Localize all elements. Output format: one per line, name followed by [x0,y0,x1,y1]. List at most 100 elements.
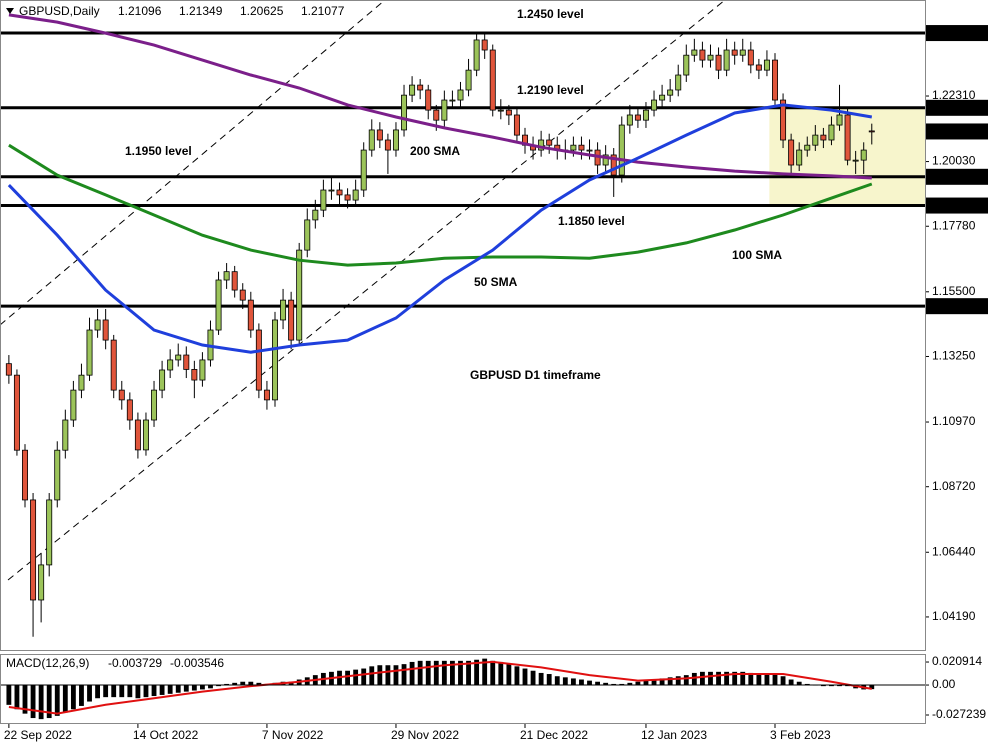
candle-body [38,564,45,601]
annotation: 1.2450 level [517,7,584,21]
candle-body [707,54,714,61]
plot: 1.245001.223101.219001.210771.200301.195… [0,4,988,742]
macd-bar [385,665,391,686]
macd-bar [869,685,875,690]
macd-bar [22,685,28,714]
candle-body [772,59,778,101]
candle-body [280,299,287,321]
candle-body [401,94,408,131]
macd-bar [208,685,213,689]
price-frame [0,0,926,651]
ohlc-value: 1.20625 [240,4,284,18]
candle-body [134,419,141,451]
y-tick-label: 1.21077 [932,124,976,138]
candle-body [780,99,787,141]
signal-value: -0.003546 [170,656,224,670]
macd-bar [119,685,125,698]
y-tick-label: -0.027239 [932,707,986,721]
candle-body [167,359,174,371]
macd-bar [562,677,568,686]
macd-bar [200,685,205,690]
candle-body [30,499,37,601]
signal-line [8,660,872,715]
candle-body [844,114,851,161]
y-tick-label: 1.17780 [932,218,976,232]
macd-bar [498,661,504,686]
macd-bar [700,671,705,686]
macd-bar [248,681,254,686]
macd-bar [804,683,810,686]
candle-body [417,84,424,91]
macd-bar [611,683,617,686]
candle-body [151,389,158,421]
candle-body [763,59,770,71]
candle-body [183,354,190,370]
candle-body [667,89,674,96]
candle-body [5,363,12,376]
candle-body [497,109,504,112]
macd-bar [143,685,149,698]
ohlc-value: 1.21096 [118,4,162,18]
candle-body [804,144,811,151]
candle-body [368,129,375,151]
candle-body [215,279,222,331]
macd-bar [740,671,746,686]
y-tick-box [926,168,988,185]
candle-body [360,149,367,191]
candle-body [425,89,432,111]
macd-bar [466,660,471,686]
y-tick-label: 1.21900 [932,100,976,114]
macd-bar [135,685,141,699]
macd-title: MACD(12,26,9) [6,656,89,670]
macd-bar [369,666,375,686]
y-tick-label: 1.04190 [932,609,976,623]
macd-bar [159,685,165,695]
macd-bar [417,660,423,686]
candle-body [683,54,690,76]
candle-body [691,49,698,56]
macd-bar [845,685,850,687]
x-tick-label: 29 Nov 2022 [391,728,459,742]
candle-body [538,139,545,151]
candle-body [796,149,803,166]
sma-line [8,13,872,180]
candle-body [312,209,319,221]
candle-body [296,249,303,341]
macd-bar [458,660,463,686]
candle-body [449,99,456,102]
y-tick-label: 1.20030 [932,154,976,168]
candle-body [328,189,335,192]
macd-bar [732,671,738,686]
macd-bar [554,676,560,686]
candle-body [110,339,117,391]
candle-body [272,319,278,401]
candle-body [651,99,658,111]
x-tick-label: 3 Feb 2023 [770,728,831,742]
macd-bar [103,685,109,698]
macd-bar [579,679,584,686]
sma-line [8,143,873,267]
macd-bar [667,677,673,686]
macd-bar [183,685,189,692]
ohlc-value: 1.21077 [301,4,345,18]
y-tick-label: 1.19500 [932,169,976,183]
candle-body [191,369,198,381]
candle-body [828,124,835,141]
candle-body [642,109,649,121]
macd-bar [232,682,238,686]
candle-body [578,144,585,151]
macd-bar [46,685,52,719]
candle-body [747,49,754,66]
macd-bar [30,685,36,719]
macd-bar [127,685,133,698]
candle-body [86,329,93,376]
candle-body [22,449,28,501]
macd-bar [788,679,794,686]
macd-bar [635,681,641,686]
candle-body [118,389,125,401]
candle-body [376,129,383,141]
candle-body [288,299,295,341]
candle-body [481,39,488,51]
candle-body [62,419,69,451]
